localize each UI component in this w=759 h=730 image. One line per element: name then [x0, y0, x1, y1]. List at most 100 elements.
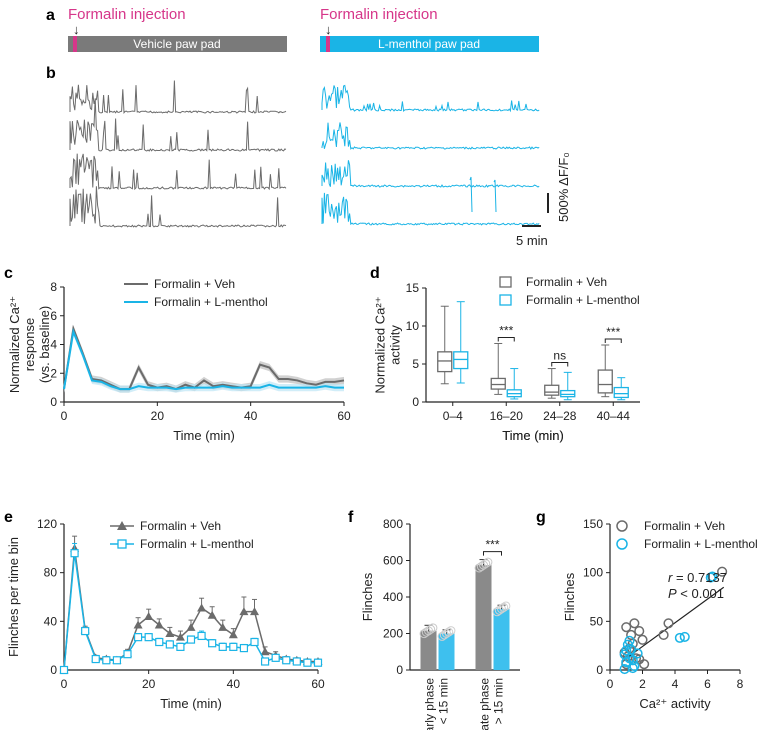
x-tick-label: 20 [142, 677, 156, 691]
y-axis-label: Flinches per time bin [6, 537, 21, 657]
x-tick-label: 40 [227, 677, 241, 691]
y-tick-label: 80 [44, 566, 58, 580]
individual-point [474, 563, 484, 573]
series-line [63, 324, 345, 391]
series-line [63, 548, 318, 671]
individual-point [437, 631, 447, 641]
injection-marker-left [73, 36, 77, 52]
correlation-p-value: < 0.001 [677, 586, 724, 601]
box [544, 384, 560, 396]
series-line [63, 553, 318, 671]
calcium-trace [321, 122, 540, 150]
panel-letter-e: e [4, 509, 13, 526]
data-point [271, 653, 280, 662]
legend-swatch [616, 538, 628, 550]
legend-swatch [499, 276, 512, 288]
data-point [59, 665, 69, 675]
y-tick-label: 400 [383, 590, 403, 604]
significance-bracket [551, 362, 569, 367]
regression-line [625, 586, 725, 659]
data-point [208, 639, 217, 648]
data-point [663, 618, 674, 629]
legend-label: Formalin + L-menthol [140, 537, 254, 551]
x-category-label: 16–20 [490, 409, 524, 423]
individual-point [476, 562, 486, 572]
y-tick-label: 2 [50, 366, 57, 380]
series-line [63, 327, 344, 391]
y-tick-label: 200 [383, 627, 403, 641]
y-tick-label: 600 [383, 554, 403, 568]
correlation-r-value: = 0.7137 [672, 570, 727, 585]
y-tick-label: 6 [50, 309, 57, 323]
individual-point [426, 624, 436, 634]
calcium-trace [321, 192, 540, 226]
chart-g: 0 50 100 150 0 2 4 6 8 Ca²⁺ activity Flinches r = 0… [562, 517, 758, 711]
y-tick-label: 0 [596, 663, 603, 677]
x-category-label: 40–44 [597, 409, 631, 423]
individual-point [481, 559, 491, 569]
x-tick-label: 6 [704, 677, 711, 691]
individual-point [446, 626, 456, 636]
x-category-label: Late phase [478, 678, 492, 730]
data-point [679, 631, 690, 642]
y-tick-label: 50 [590, 614, 604, 628]
data-point [144, 633, 153, 642]
y-tick-label: 0 [412, 395, 419, 409]
data-point [627, 655, 638, 666]
y-axis-label: (vs. baseline) [37, 306, 52, 383]
data-point [621, 645, 632, 656]
y-tick-label: 0 [396, 663, 403, 677]
box [490, 377, 506, 390]
y-tick-label: 800 [383, 517, 403, 531]
data-point [165, 640, 174, 649]
x-tick-label: 20 [151, 409, 165, 423]
data-point [624, 635, 635, 646]
data-point [619, 663, 630, 675]
data-point [282, 656, 291, 665]
legend-label: Formalin + Veh [644, 519, 725, 533]
data-point [717, 566, 728, 577]
y-axis-label: Flinches [360, 572, 375, 621]
calcium-trace [69, 186, 287, 228]
data-point [626, 629, 637, 641]
x-axis-label: Time (min) [160, 696, 222, 711]
x-tick-label: 0 [607, 677, 614, 691]
x-tick-label: 40 [244, 409, 258, 423]
significance-bracket [497, 336, 515, 342]
x-category-label: 24–28 [543, 409, 577, 423]
bar [493, 608, 510, 670]
panel-letter-a: a [46, 7, 55, 24]
x-tick-label: 2 [639, 677, 646, 691]
data-point [239, 607, 249, 616]
data-point [144, 611, 154, 620]
y-tick-label: 100 [583, 566, 603, 580]
data-point [165, 629, 175, 637]
individual-point [419, 629, 429, 639]
data-point [629, 618, 640, 629]
significance-label: ns [553, 349, 566, 363]
data-point [154, 620, 164, 629]
legend-swatch [616, 520, 628, 532]
significance-label: *** [606, 325, 620, 339]
data-point [207, 610, 217, 619]
box [597, 369, 613, 394]
y-tick-label: 10 [406, 319, 420, 333]
injection-marker-right [326, 36, 330, 52]
y-axis-label: Flinches [562, 572, 577, 621]
x-axis-label: Ca²⁺ activity [639, 696, 711, 711]
individual-point [424, 626, 433, 636]
significance-label: *** [499, 323, 513, 337]
individual-point [499, 602, 509, 612]
y-tick-label: 8 [50, 280, 57, 294]
chart-f: 0 200 400 600 800 Flinches Early phase < 15 min… [360, 517, 520, 730]
correlation-r-symbol: r [668, 570, 673, 585]
individual-point [444, 627, 454, 637]
data-point [260, 647, 270, 656]
data-point [239, 643, 249, 653]
data-point [91, 654, 100, 664]
data-point [313, 658, 323, 667]
box [453, 351, 469, 370]
data-point [112, 656, 122, 665]
data-point [639, 659, 650, 670]
y-tick-label: 0 [50, 663, 57, 677]
